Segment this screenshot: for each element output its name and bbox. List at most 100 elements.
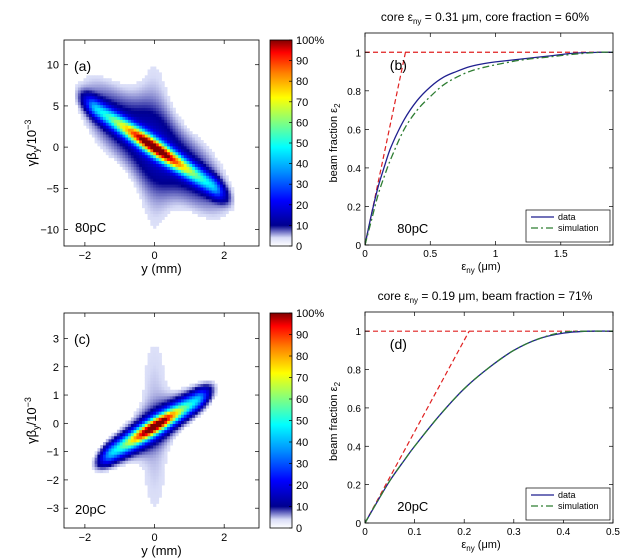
heatmap-cell	[133, 157, 137, 162]
heatmap-cell	[194, 145, 199, 150]
heatmap-cell	[153, 213, 157, 217]
heatmap-cell	[130, 92, 135, 97]
heatmap-cell	[150, 101, 154, 106]
heatmap-cell	[150, 87, 154, 91]
heatmap-cell	[147, 435, 151, 440]
heatmap-cell	[203, 198, 207, 203]
heatmap-cell	[169, 148, 174, 153]
heatmap-cell	[208, 190, 213, 194]
heatmap-cell	[133, 140, 137, 144]
heatmap-cell	[144, 98, 148, 103]
heatmap-cell	[186, 399, 190, 403]
heatmap-cell	[175, 392, 179, 397]
heatmap-cell	[130, 448, 135, 452]
heatmap-cell	[130, 435, 135, 440]
heatmap-cell	[200, 195, 204, 200]
heatmap-cell	[89, 84, 93, 88]
heatmap-cell	[192, 402, 196, 406]
heatmap-cell	[200, 166, 204, 170]
heatmap-cell	[183, 411, 187, 415]
heatmap-cell	[128, 137, 132, 141]
heatmap-cell	[181, 172, 185, 176]
heatmap-cell	[150, 95, 154, 100]
heatmap-cell	[206, 216, 210, 220]
heatmap-cell	[155, 140, 160, 144]
heatmap-cell	[164, 201, 168, 206]
heatmap-cell	[100, 107, 104, 112]
heatmap-cell	[125, 426, 129, 431]
heatmap-cell	[139, 84, 143, 88]
heatmap-cell	[133, 414, 137, 418]
heatmap-cell	[158, 454, 162, 458]
heatmap-cell	[97, 81, 101, 85]
heatmap-cell	[89, 122, 93, 126]
heatmap-cell	[189, 405, 193, 409]
heatmap-cell	[122, 107, 126, 112]
heatmap-cell	[197, 402, 201, 406]
heatmap-cell	[100, 445, 104, 449]
heatmap-cell	[142, 414, 146, 418]
heatmap-cell	[100, 110, 104, 114]
heatmap-cell	[158, 134, 162, 138]
heatmap-cell	[94, 81, 98, 85]
heatmap-cell	[97, 98, 101, 103]
heatmap-cell	[211, 154, 215, 159]
heatmap-cell	[100, 448, 104, 452]
colorbar-tick-label: 0	[296, 241, 302, 253]
heatmap-cell	[172, 113, 176, 117]
heatmap-cell	[214, 201, 218, 206]
heatmap-cell	[116, 131, 121, 135]
heatmap-cell	[155, 166, 160, 170]
heatmap-cell	[105, 143, 109, 147]
heatmap-cell	[128, 151, 132, 156]
heatmap-cell	[155, 429, 160, 434]
heatmap-cell	[214, 216, 218, 220]
heatmap-cell	[169, 420, 174, 424]
heatmap-cell	[158, 451, 162, 455]
heatmap-cell	[186, 137, 190, 141]
heatmap-cell	[142, 420, 146, 424]
heatmap-cell	[77, 90, 82, 94]
heatmap-cell	[214, 175, 218, 179]
heatmap-cell	[133, 175, 137, 179]
heatmap-cell	[178, 143, 182, 147]
heatmap-cell	[231, 195, 235, 200]
heatmap-cell	[108, 95, 112, 100]
heatmap-cell	[161, 134, 165, 138]
heatmap-cell	[122, 119, 126, 123]
heatmap-cell	[214, 198, 218, 203]
heatmap-cell	[158, 128, 162, 132]
heatmap-cell	[144, 122, 148, 126]
heatmap-cell	[150, 154, 154, 159]
heatmap-cell	[136, 169, 140, 173]
heatmap-cell	[147, 151, 151, 156]
heatmap-cell	[222, 175, 226, 179]
legend-box	[525, 209, 611, 243]
heatmap-cell	[114, 81, 118, 85]
heatmap-cell	[114, 432, 118, 437]
heatmap-cell	[155, 184, 160, 188]
heatmap-cell	[158, 195, 162, 200]
heatmap-cell	[153, 475, 157, 480]
heatmap-cell	[136, 166, 140, 170]
heatmap-cell	[161, 466, 165, 471]
heatmap-cell	[217, 193, 221, 197]
heatmap-cell	[167, 151, 171, 156]
series-line-simulation	[365, 330, 613, 523]
heatmap-cell	[128, 457, 132, 461]
heatmap-cell	[153, 72, 157, 76]
heatmap-cell	[211, 213, 215, 217]
heatmap-cell	[119, 448, 123, 452]
heatmap-cell	[192, 172, 196, 176]
heatmap-cell	[158, 198, 162, 203]
heatmap-cell	[158, 448, 162, 452]
heatmap-cell	[211, 172, 215, 176]
heatmap-cell	[153, 362, 157, 366]
heatmap-cell	[128, 454, 132, 458]
heatmap-cell	[158, 143, 162, 147]
heatmap-cell	[155, 145, 160, 150]
colorbar	[269, 312, 293, 529]
heatmap-cell	[197, 198, 201, 203]
heatmap-cell	[189, 414, 193, 418]
x-tick-label: 2	[221, 250, 227, 262]
